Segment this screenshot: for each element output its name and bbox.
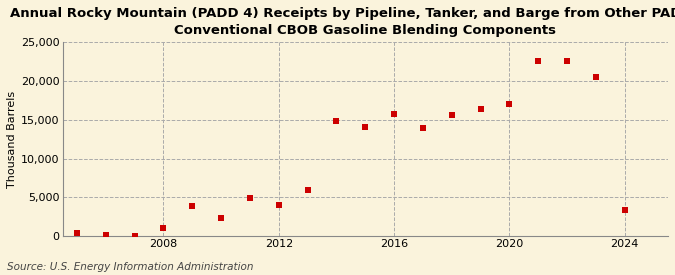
- Point: [331, 119, 342, 123]
- Point: [273, 203, 284, 207]
- Point: [129, 234, 140, 238]
- Point: [158, 225, 169, 230]
- Point: [446, 113, 457, 117]
- Point: [187, 204, 198, 208]
- Point: [533, 59, 543, 63]
- Title: Annual Rocky Mountain (PADD 4) Receipts by Pipeline, Tanker, and Barge from Othe: Annual Rocky Mountain (PADD 4) Receipts …: [10, 7, 675, 37]
- Point: [389, 111, 400, 116]
- Point: [475, 107, 486, 111]
- Point: [101, 233, 111, 237]
- Point: [302, 187, 313, 192]
- Point: [216, 216, 227, 220]
- Point: [244, 196, 255, 200]
- Point: [72, 231, 82, 235]
- Y-axis label: Thousand Barrels: Thousand Barrels: [7, 90, 17, 188]
- Point: [562, 59, 572, 63]
- Point: [504, 101, 515, 106]
- Point: [360, 125, 371, 129]
- Point: [591, 75, 601, 79]
- Point: [418, 126, 429, 131]
- Text: Source: U.S. Energy Information Administration: Source: U.S. Energy Information Administ…: [7, 262, 253, 272]
- Point: [620, 208, 630, 213]
